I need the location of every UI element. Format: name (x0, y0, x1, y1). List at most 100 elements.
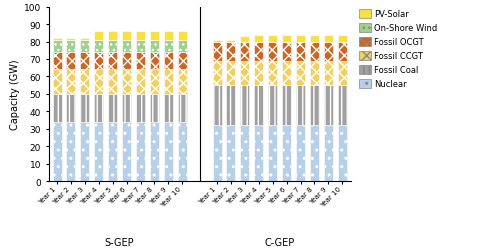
Bar (324, 126, 333, 181)
Bar (324, 61, 333, 86)
Bar (164, 94, 173, 122)
Bar (282, 126, 291, 181)
Bar (310, 126, 319, 181)
Bar (53, 94, 61, 122)
Bar (254, 35, 263, 42)
Bar (338, 86, 347, 126)
Bar (254, 86, 263, 126)
Bar (178, 122, 187, 181)
Bar (226, 86, 236, 126)
Bar (136, 53, 145, 70)
Bar (53, 41, 61, 53)
Bar (122, 53, 131, 70)
Bar (296, 86, 305, 126)
Bar (136, 32, 145, 41)
Bar (66, 39, 75, 41)
Bar (94, 53, 103, 70)
Bar (94, 70, 103, 94)
Bar (164, 41, 173, 53)
Bar (94, 41, 103, 53)
Bar (94, 122, 103, 181)
Bar (136, 94, 145, 122)
Bar (226, 42, 236, 61)
Bar (66, 53, 75, 70)
Bar (108, 94, 117, 122)
Bar (310, 42, 319, 61)
Bar (53, 70, 61, 94)
Bar (324, 35, 333, 42)
Bar (66, 41, 75, 53)
Bar (94, 94, 103, 122)
Bar (254, 42, 263, 61)
Bar (268, 61, 277, 86)
Bar (122, 94, 131, 122)
Bar (66, 70, 75, 94)
Bar (241, 86, 249, 126)
Bar (178, 32, 187, 41)
Bar (338, 35, 347, 42)
Bar (212, 61, 222, 86)
Bar (212, 41, 222, 42)
Bar (122, 32, 131, 41)
Y-axis label: Capacity (GW): Capacity (GW) (10, 59, 19, 130)
Bar (122, 70, 131, 94)
Bar (94, 32, 103, 41)
Bar (268, 86, 277, 126)
Bar (268, 35, 277, 42)
Bar (108, 41, 117, 53)
Bar (268, 126, 277, 181)
Bar (53, 122, 61, 181)
Bar (212, 126, 222, 181)
Bar (136, 70, 145, 94)
Bar (241, 126, 249, 181)
Bar (226, 61, 236, 86)
Legend: PV-Solar, On-Shore Wind, Fossil OCGT, Fossil CCGT, Fossil Coal, Nuclear: PV-Solar, On-Shore Wind, Fossil OCGT, Fo… (358, 8, 439, 90)
Bar (296, 61, 305, 86)
Bar (150, 53, 159, 70)
Bar (310, 86, 319, 126)
Bar (338, 42, 347, 61)
Bar (80, 53, 90, 70)
Bar (80, 39, 90, 41)
Bar (108, 53, 117, 70)
Bar (282, 35, 291, 42)
Bar (282, 61, 291, 86)
Bar (178, 94, 187, 122)
Bar (178, 70, 187, 94)
Bar (150, 94, 159, 122)
Bar (164, 53, 173, 70)
Bar (150, 70, 159, 94)
Bar (324, 42, 333, 61)
Bar (136, 41, 145, 53)
Text: S-GEP: S-GEP (105, 237, 134, 247)
Bar (212, 42, 222, 61)
Bar (80, 94, 90, 122)
Bar (66, 122, 75, 181)
Bar (310, 61, 319, 86)
Bar (324, 86, 333, 126)
Bar (254, 61, 263, 86)
Bar (178, 53, 187, 70)
Bar (122, 122, 131, 181)
Bar (254, 126, 263, 181)
Bar (282, 86, 291, 126)
Bar (80, 122, 90, 181)
Bar (296, 35, 305, 42)
Bar (241, 37, 249, 42)
Bar (338, 126, 347, 181)
Bar (226, 126, 236, 181)
Bar (150, 32, 159, 41)
Bar (241, 42, 249, 61)
Bar (80, 41, 90, 53)
Bar (108, 32, 117, 41)
Bar (268, 42, 277, 61)
Bar (150, 41, 159, 53)
Bar (241, 61, 249, 86)
Bar (150, 122, 159, 181)
Bar (338, 61, 347, 86)
Bar (282, 42, 291, 61)
Bar (178, 41, 187, 53)
Bar (53, 39, 61, 41)
Bar (226, 41, 236, 42)
Bar (296, 42, 305, 61)
